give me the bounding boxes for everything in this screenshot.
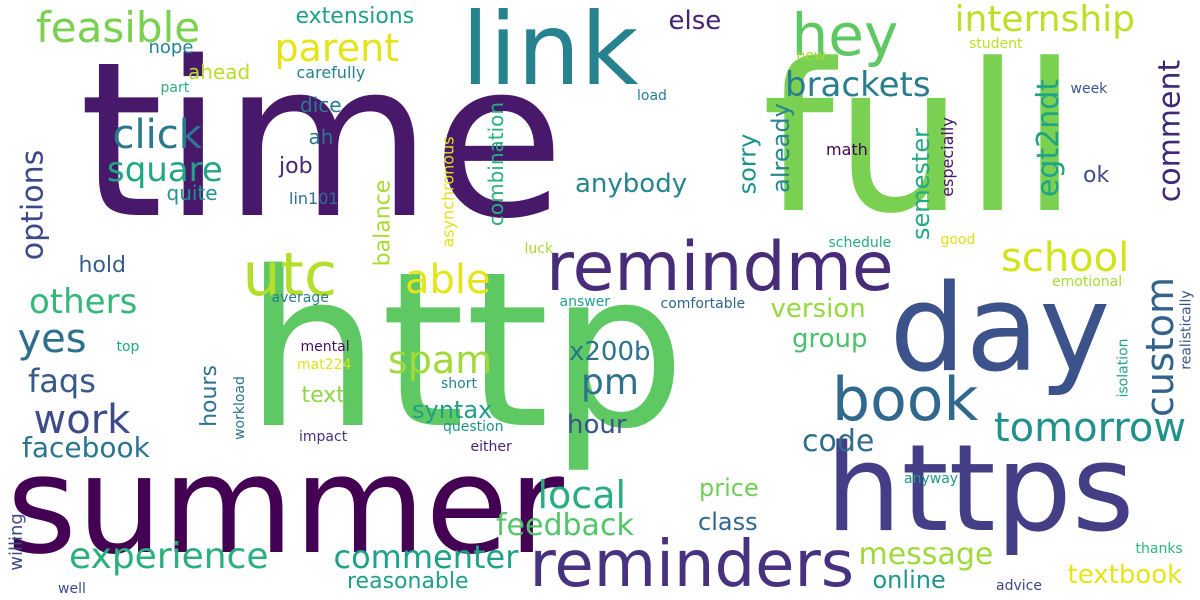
word-short: short	[441, 376, 477, 392]
word-ok: ok	[1083, 163, 1110, 188]
word-feedback: feedback	[496, 508, 634, 543]
word-yes: yes	[17, 316, 87, 362]
word-good: good	[940, 232, 976, 248]
word-group: group	[792, 324, 868, 354]
word-hey: hey	[791, 1, 899, 69]
word-faqs: faqs	[28, 362, 96, 400]
word-sorry: sorry	[732, 133, 761, 195]
word-comment: comment	[1151, 59, 1187, 203]
word-anybody: anybody	[575, 169, 688, 199]
word-summer: summer	[6, 426, 564, 584]
word-feasible: feasible	[36, 3, 201, 52]
word-mat224: mat224	[297, 357, 352, 373]
word-answer: answer	[559, 294, 611, 310]
word-remindme: remindme	[546, 228, 894, 307]
word-custom: custom	[1137, 277, 1182, 417]
word-ahead: ahead	[188, 60, 251, 84]
word-already: already	[766, 103, 795, 193]
word-emotional: emotional	[1052, 274, 1123, 290]
word-willing: willing	[5, 513, 27, 571]
word-else: else	[668, 6, 722, 36]
word-utc: utc	[242, 240, 338, 310]
word-x200b: x200b	[569, 337, 651, 367]
word-code: code	[802, 424, 875, 459]
word-options: options	[14, 149, 50, 261]
word-reasonable: reasonable	[347, 569, 469, 594]
word-realistically: realistically	[1178, 290, 1195, 370]
word-workload: workload	[231, 376, 248, 440]
word-thanks: thanks	[1135, 541, 1183, 557]
word-semester: semester	[906, 128, 935, 240]
word-syntax: syntax	[412, 396, 493, 424]
word-experience: experience	[69, 536, 269, 577]
word-lin101: lin101	[289, 189, 339, 208]
word-hour: hour	[567, 410, 627, 440]
word-well: well	[58, 581, 86, 597]
word-especially: especially	[937, 117, 957, 197]
word-facebook: facebook	[22, 431, 150, 464]
word-internship: internship	[954, 0, 1136, 40]
word-textbook: textbook	[1067, 560, 1183, 590]
word-hours: hours	[196, 365, 222, 427]
word-mental: mental	[300, 339, 350, 355]
word-https: https	[825, 420, 1135, 559]
word-price: price	[699, 474, 759, 502]
word-nope: nope	[148, 37, 194, 58]
word-version: version	[770, 294, 866, 324]
word-pm: pm	[581, 362, 639, 403]
word-balance: balance	[369, 179, 395, 267]
word-text: text	[301, 383, 345, 408]
word-time: time	[79, 14, 565, 266]
word-top: top	[116, 339, 140, 355]
word-message: message	[858, 537, 994, 572]
word-book: book	[832, 365, 979, 435]
word-commenter: commenter	[333, 538, 519, 576]
word-student: student	[969, 36, 1023, 52]
word-reminders: reminders	[529, 528, 855, 600]
word-combination: combination	[484, 101, 509, 227]
word-class: class	[698, 508, 758, 536]
word-part: part	[160, 80, 190, 96]
word-spam: spam	[388, 338, 493, 382]
word-day: day	[889, 260, 1111, 399]
word-load: load	[637, 88, 667, 104]
word-new: new	[796, 48, 826, 64]
word-dice: dice	[300, 93, 342, 117]
word-isolation: isolation	[1115, 338, 1132, 398]
word-either: either	[470, 439, 512, 455]
word-work: work	[33, 397, 131, 443]
word-asynchronous: asynchronous	[438, 136, 458, 248]
word-full: full	[762, 20, 1079, 259]
word-tomorrow: tomorrow	[994, 405, 1187, 451]
word-ah: ah	[308, 125, 334, 149]
word-schedule: schedule	[828, 235, 892, 251]
word-quite: quite	[166, 181, 218, 205]
word-local: local	[537, 473, 627, 517]
word-week: week	[1070, 81, 1108, 97]
word-average: average	[271, 290, 329, 306]
word-comfortable: comfortable	[660, 296, 746, 312]
word-carefully: carefully	[296, 63, 366, 82]
word-parent: parent	[274, 26, 400, 70]
word-impact: impact	[299, 429, 348, 445]
word-anyway: anyway	[904, 471, 959, 487]
word-question: question	[443, 419, 504, 435]
word-square: square	[107, 150, 223, 190]
word-able: able	[405, 257, 491, 303]
word-job: job	[279, 154, 313, 179]
word-math: math	[826, 140, 868, 159]
word-http: http	[244, 224, 686, 476]
word-school: school	[1001, 235, 1130, 281]
word-advice: advice	[996, 578, 1042, 594]
word-brackets: brackets	[785, 65, 931, 105]
word-others: others	[29, 282, 138, 322]
word-link: link	[461, 0, 639, 108]
word-click: click	[112, 112, 202, 158]
word-online: online	[872, 566, 946, 594]
word-extensions: extensions	[295, 4, 415, 29]
word-hold: hold	[78, 253, 126, 278]
word-egt2ndt: egt2ndt	[1031, 78, 1067, 198]
word-luck: luck	[524, 241, 554, 257]
